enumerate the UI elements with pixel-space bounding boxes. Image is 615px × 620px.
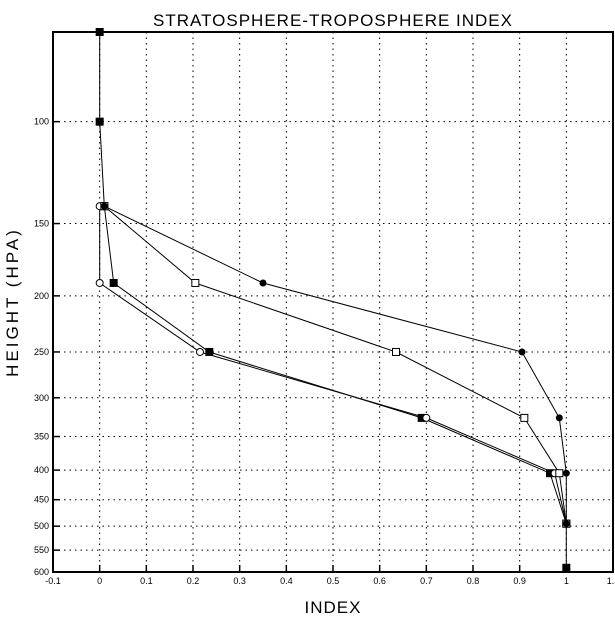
series-1-point bbox=[95, 28, 104, 36]
y-tick-label: 200 bbox=[34, 291, 49, 301]
x-tick-label: 0.5 bbox=[327, 576, 340, 586]
series-3-point bbox=[392, 347, 400, 356]
series-2-point bbox=[95, 278, 104, 287]
x-tick-label: 0.3 bbox=[233, 576, 246, 586]
series-1-point bbox=[109, 278, 118, 287]
series-3-point bbox=[555, 469, 564, 478]
x-tick-label: 0.4 bbox=[280, 576, 293, 586]
y-tick-label: 350 bbox=[34, 432, 49, 442]
series-2-point bbox=[196, 347, 204, 356]
x-tick-label: 1 bbox=[564, 576, 569, 586]
y-tick-label: 300 bbox=[34, 393, 49, 403]
x-tick-label: 0 bbox=[97, 576, 102, 586]
chart-title: STRATOSPHERE-TROPOSPHERE INDEX bbox=[153, 11, 513, 30]
y-tick-label: 600 bbox=[34, 567, 49, 577]
series-line-1 bbox=[99, 32, 567, 568]
series-1-point bbox=[562, 563, 571, 572]
y-tick-label: 400 bbox=[34, 465, 49, 475]
x-tick-label: -0.1 bbox=[45, 576, 61, 586]
series-1-point bbox=[205, 347, 214, 356]
series-4-point bbox=[562, 469, 570, 477]
series-4-point bbox=[562, 520, 570, 528]
series-2-point bbox=[422, 413, 431, 422]
x-axis-label: INDEX bbox=[305, 598, 362, 617]
series-1-point bbox=[95, 117, 104, 126]
x-tick-label: 0.6 bbox=[373, 576, 386, 586]
y-tick-label: 150 bbox=[34, 219, 49, 229]
x-tick-label: 0.1 bbox=[140, 576, 153, 586]
series-4-point bbox=[100, 202, 108, 210]
y-tick-label: 100 bbox=[34, 117, 49, 127]
series-line-4 bbox=[104, 205, 567, 524]
x-tick-label: 0.9 bbox=[513, 576, 526, 586]
series-3-point bbox=[191, 278, 200, 287]
y-tick-label: 450 bbox=[34, 495, 49, 505]
x-tick-label: 0.2 bbox=[187, 576, 200, 586]
x-tick-label: 0.7 bbox=[420, 576, 433, 586]
x-axis: -0.1 0 0.1 0.2 0.3 0.4 0.5 0.6 0.7 0.8 0.9 1 1.1 bbox=[45, 565, 615, 586]
series-line-2 bbox=[99, 206, 567, 524]
y-tick-label: 500 bbox=[34, 521, 49, 531]
series-line-3 bbox=[103, 205, 567, 524]
x-tick-label: 0.8 bbox=[467, 576, 480, 586]
y-tick-label: 550 bbox=[34, 545, 49, 555]
series-4-point bbox=[259, 279, 267, 287]
y-axis: 100 150 200 250 300 350 400 450 500 550 600 bbox=[34, 117, 60, 577]
series-4-point bbox=[555, 414, 563, 422]
y-tick-label: 250 bbox=[34, 347, 49, 357]
y-axis-label: HEIGHT (HPA) bbox=[3, 227, 22, 377]
x-tick-label: 1.1 bbox=[607, 576, 615, 586]
series-4-point bbox=[518, 348, 526, 356]
series-layer bbox=[95, 28, 571, 572]
series-3-point bbox=[520, 413, 529, 422]
